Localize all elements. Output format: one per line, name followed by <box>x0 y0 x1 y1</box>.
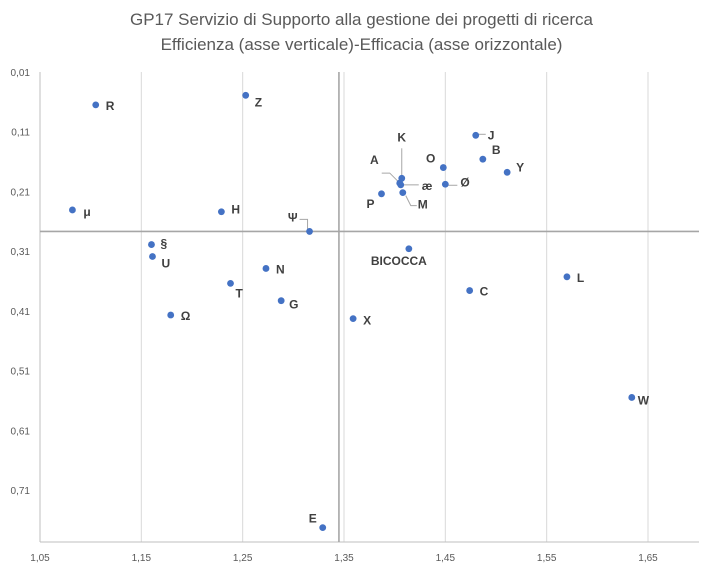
data-label: H <box>231 203 240 217</box>
data-label: K <box>397 130 406 144</box>
data-point <box>466 287 474 294</box>
y-tick-label: 0,71 <box>11 486 31 497</box>
data-point <box>563 273 571 281</box>
leader-line <box>405 195 417 207</box>
x-tick-label: 1,45 <box>436 553 456 564</box>
data-point <box>227 279 234 287</box>
y-tick-label: 0,11 <box>11 128 30 139</box>
data-point <box>479 155 487 163</box>
x-tick-label: 1,35 <box>334 553 354 564</box>
data-label: § <box>160 237 167 251</box>
x-tick-label: 1,25 <box>233 553 253 564</box>
data-label: G <box>289 298 298 312</box>
data-label: æ <box>422 179 433 193</box>
x-tick-label: 1,55 <box>537 553 557 564</box>
data-point <box>378 190 385 198</box>
data-label: Y <box>516 160 524 174</box>
data-point <box>277 297 285 305</box>
data-label: L <box>577 271 584 285</box>
data-point <box>149 253 156 260</box>
data-point <box>439 164 447 171</box>
data-label: μ <box>83 205 90 219</box>
x-tick-label: 1,65 <box>638 553 658 564</box>
data-label: O <box>426 152 435 166</box>
data-label: BICOCCA <box>371 254 427 268</box>
data-label: W <box>638 393 650 407</box>
data-point <box>397 181 405 189</box>
data-label: E <box>309 512 317 526</box>
leader-line <box>381 172 399 182</box>
data-point <box>319 524 327 532</box>
data-point <box>242 91 250 99</box>
data-label: J <box>488 128 495 142</box>
data-label: C <box>480 285 489 299</box>
data-label: Ψ <box>288 210 298 224</box>
data-label: B <box>492 143 501 157</box>
x-tick-label: 1,05 <box>30 553 50 564</box>
data-point <box>405 245 413 253</box>
data-label: X <box>363 314 371 328</box>
y-tick-label: 0,41 <box>11 307 31 318</box>
data-point <box>262 265 270 272</box>
data-label: T <box>236 286 244 300</box>
y-tick-label: 0,51 <box>11 367 31 378</box>
data-point <box>217 208 225 216</box>
y-tick-label: 0,21 <box>11 187 31 198</box>
y-tick-label: 0,01 <box>11 68 31 79</box>
data-point <box>349 315 357 323</box>
data-label: Z <box>255 95 262 109</box>
y-tick-label: 0,31 <box>11 247 31 258</box>
data-label: R <box>106 99 115 113</box>
data-point <box>628 394 636 401</box>
data-point <box>399 189 407 197</box>
chart-title: GP17 Servizio di Supporto alla gestione … <box>129 10 594 29</box>
data-point <box>306 228 313 235</box>
data-label: P <box>366 197 374 211</box>
data-label: A <box>370 153 379 167</box>
x-tick-label: 1,15 <box>132 553 152 564</box>
data-point <box>69 206 76 214</box>
data-point <box>503 168 511 176</box>
data-label: U <box>161 257 170 271</box>
data-point <box>167 311 175 319</box>
leader-line <box>299 218 309 230</box>
y-tick-label: 0,61 <box>11 426 31 437</box>
data-label: N <box>276 262 285 276</box>
data-label: Ø <box>460 175 469 189</box>
data-point <box>441 180 449 188</box>
chart-subtitle: Efficienza (asse verticale)-Efficacia (a… <box>160 35 563 54</box>
data-label: Ω <box>181 309 191 323</box>
data-point <box>472 131 480 139</box>
data-point <box>92 101 100 109</box>
data-label: M <box>418 198 428 212</box>
data-point <box>148 241 155 248</box>
